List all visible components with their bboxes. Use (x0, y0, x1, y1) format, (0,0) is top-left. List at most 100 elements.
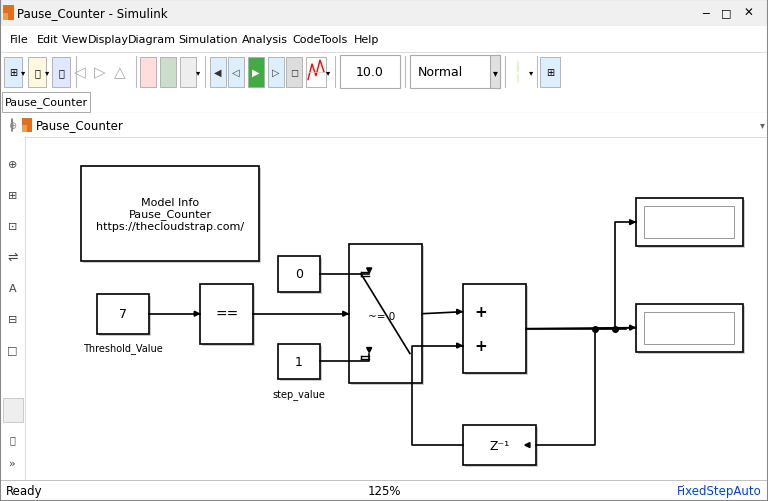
Text: ◀: ◀ (214, 68, 222, 78)
Bar (22, 126, 27, 133)
Text: Tools: Tools (320, 35, 347, 45)
Polygon shape (525, 443, 530, 448)
Bar (465, 286, 528, 376)
Bar (306, 58, 326, 88)
Text: ▾: ▾ (492, 68, 498, 78)
Text: ~= 0: ~= 0 (368, 311, 395, 321)
Text: ▾: ▾ (21, 68, 25, 77)
Bar (97, 294, 150, 334)
Text: ⊞: ⊞ (8, 190, 18, 200)
Text: Ready: Ready (6, 484, 43, 497)
Text: ⊕: ⊕ (8, 121, 16, 131)
Bar (3, 14, 8, 21)
Bar (286, 58, 302, 88)
Bar (636, 304, 743, 352)
Text: ─: ─ (702, 9, 708, 19)
Text: ⊞: ⊞ (9, 68, 17, 78)
Bar (540, 58, 560, 88)
Text: ⊕: ⊕ (8, 160, 18, 170)
Bar (463, 425, 536, 465)
Bar (2, 398, 23, 422)
Text: Model Info
Pause_Counter
https://thecloudstrap.com/: Model Info Pause_Counter https://theclou… (96, 197, 244, 231)
Bar (490, 56, 500, 89)
Bar (644, 207, 734, 238)
Text: ⊟: ⊟ (8, 314, 18, 324)
Polygon shape (366, 269, 372, 274)
Text: □: □ (8, 345, 18, 355)
Bar (280, 346, 323, 382)
Text: ▶: ▶ (252, 68, 260, 78)
Bar (340, 56, 400, 89)
Text: ⊞: ⊞ (546, 68, 554, 78)
Text: ==: == (215, 307, 238, 321)
Text: 10.0: 10.0 (356, 66, 384, 79)
Bar (210, 58, 226, 88)
Text: 💾: 💾 (58, 68, 64, 78)
Text: ▾: ▾ (196, 68, 200, 77)
Text: Diagram: Diagram (128, 35, 176, 45)
Text: Help: Help (354, 35, 379, 45)
Text: 7: 7 (119, 308, 127, 321)
Text: ✕: ✕ (743, 7, 753, 20)
Bar (84, 169, 261, 264)
Bar (280, 259, 323, 294)
Bar (410, 56, 500, 89)
Text: step_value: step_value (273, 388, 326, 399)
Bar (351, 246, 424, 386)
Text: Analysis: Analysis (242, 35, 288, 45)
Text: ✓: ✓ (513, 66, 523, 79)
Bar (22, 119, 32, 133)
Bar (200, 284, 253, 344)
Bar (278, 344, 320, 380)
Bar (465, 427, 538, 467)
Bar (228, 58, 244, 88)
Text: ◻: ◻ (290, 68, 298, 78)
Text: +: + (475, 305, 488, 320)
Text: »: » (9, 458, 16, 468)
Text: Threshold_Value: Threshold_Value (83, 342, 163, 353)
Text: Pause_Counter: Pause_Counter (36, 119, 124, 132)
Text: △: △ (114, 65, 126, 80)
Text: FixedStepAuto: FixedStepAuto (677, 484, 762, 497)
Polygon shape (343, 312, 348, 317)
Bar (637, 306, 745, 354)
Text: 🖶: 🖶 (10, 434, 15, 444)
Bar (28, 58, 46, 88)
Polygon shape (630, 220, 634, 225)
Text: ◁: ◁ (232, 68, 240, 78)
Text: 📂: 📂 (34, 68, 40, 78)
Text: A: A (9, 283, 16, 293)
Text: 0: 0 (295, 268, 303, 281)
Text: ▷: ▷ (272, 68, 280, 78)
Text: 1: 1 (295, 355, 303, 368)
Text: ◁: ◁ (74, 65, 86, 80)
Bar (160, 58, 176, 88)
Bar (278, 257, 320, 292)
Text: +: + (475, 338, 488, 353)
Text: ⇌: ⇌ (8, 250, 18, 264)
Text: Display: Display (88, 35, 129, 45)
Polygon shape (630, 326, 634, 331)
Bar (268, 58, 284, 88)
Polygon shape (366, 348, 372, 353)
Text: ▾: ▾ (760, 120, 764, 130)
Bar (180, 58, 196, 88)
Text: Z⁻¹: Z⁻¹ (489, 439, 509, 452)
Text: □: □ (721, 9, 732, 19)
Text: ⊡: ⊡ (8, 221, 18, 231)
Text: 125%: 125% (367, 484, 401, 497)
Bar (2, 93, 90, 113)
Text: ▾: ▾ (529, 68, 533, 77)
Bar (349, 244, 422, 384)
Text: Pause_Counter: Pause_Counter (5, 97, 88, 108)
Bar (202, 286, 255, 346)
Bar (98, 296, 151, 336)
Polygon shape (194, 312, 200, 317)
Bar (4, 58, 22, 88)
Bar (636, 199, 743, 246)
Text: Pause_Counter - Simulink: Pause_Counter - Simulink (17, 7, 167, 20)
Bar (3, 6, 14, 21)
Polygon shape (457, 343, 462, 348)
Text: Code: Code (292, 35, 320, 45)
Bar (52, 58, 70, 88)
